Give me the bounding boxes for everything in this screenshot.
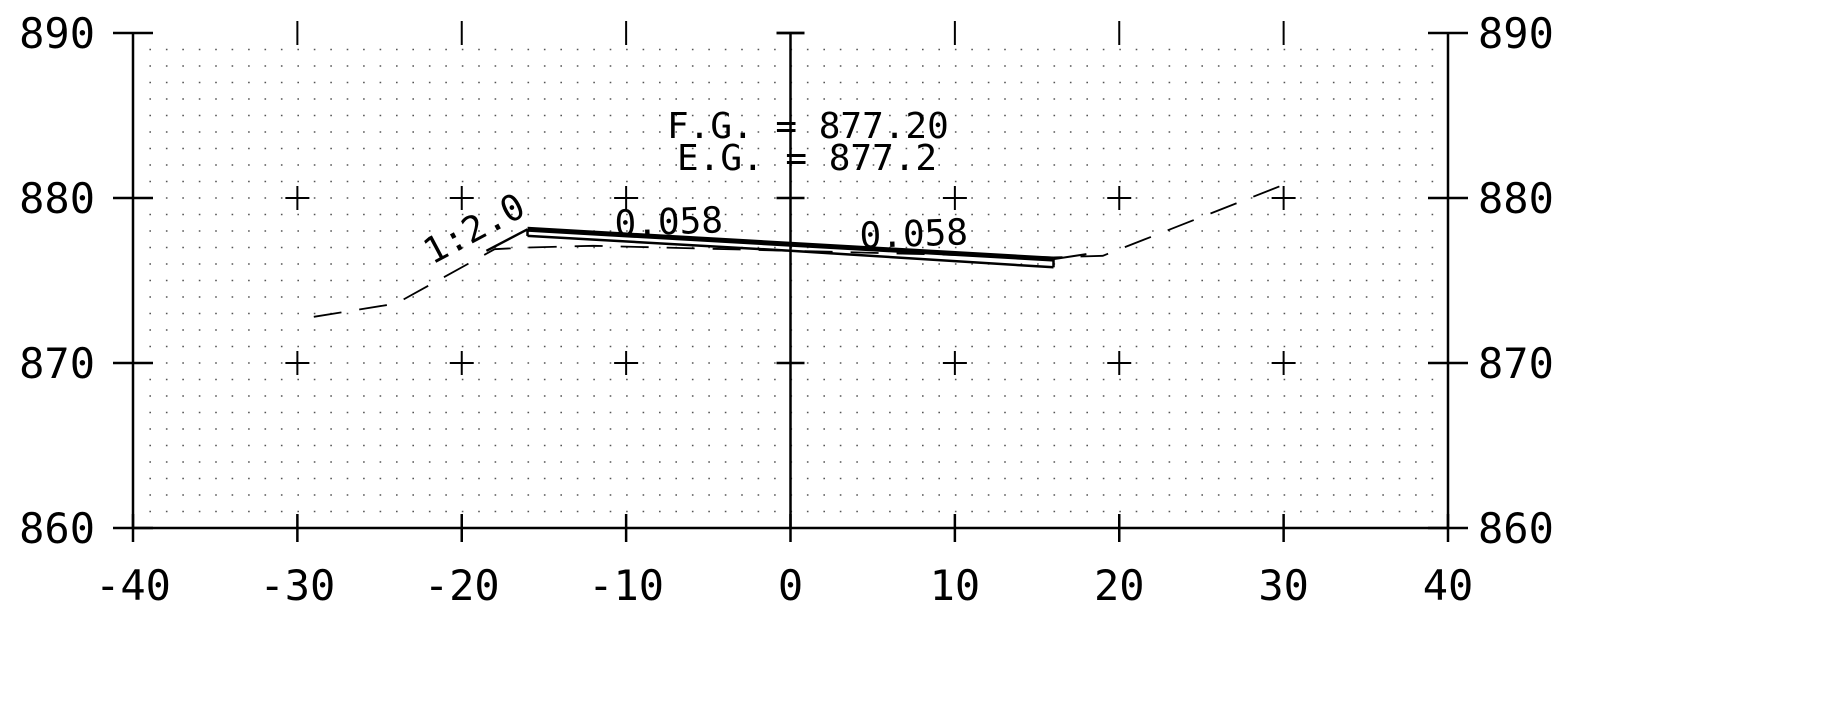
right-side-slope	[1053, 253, 1087, 261]
right-cross-slope-label: 0.058	[859, 212, 969, 257]
x-tick-label: 0	[778, 561, 803, 610]
left-side-slope	[485, 228, 529, 252]
finished-grade-line	[527, 226, 1054, 262]
y-tick-label: 860	[19, 504, 95, 553]
x-tick-label: 40	[1423, 561, 1474, 610]
grid-cross	[285, 351, 310, 375]
y-tick-label: 860	[1478, 504, 1554, 553]
x-tick-label: 20	[1094, 561, 1145, 610]
left-cross-slope-label: 0.058	[614, 200, 724, 245]
grid-cross	[1107, 186, 1132, 210]
existing-grade-label: E.G. = 877.2	[677, 138, 937, 179]
grid-cross	[942, 351, 967, 375]
pavement-section	[485, 226, 1087, 269]
y-tick-label: 890	[1478, 9, 1554, 58]
grid-cross	[614, 186, 639, 210]
grid-dots	[149, 48, 1434, 513]
x-tick-label: -30	[259, 561, 335, 610]
y-tick-label: 870	[19, 339, 95, 388]
x-tick-label: -10	[588, 561, 664, 610]
y-axis-labels-left: 860 870 880 890	[19, 9, 95, 553]
y-axis-labels-right: 860 870 880 890	[1478, 9, 1554, 553]
grid-cross	[285, 186, 310, 210]
existing-ground-line	[313, 183, 1284, 318]
grid-cross	[449, 351, 474, 375]
y-tick-label: 880	[19, 174, 95, 223]
grid-cross	[942, 186, 967, 210]
x-tick-label: -40	[95, 561, 171, 610]
y-tick-label: 890	[19, 9, 95, 58]
axis-ticks	[113, 21, 1468, 542]
y-tick-label: 880	[1478, 174, 1554, 223]
x-tick-label: 10	[930, 561, 981, 610]
x-tick-label: -20	[424, 561, 500, 610]
grid-cross	[1107, 351, 1132, 375]
grid-cross	[1271, 186, 1296, 210]
grid-cross	[1271, 351, 1296, 375]
existing-ground	[313, 183, 1284, 318]
side-slope-label: 1:2.0	[417, 186, 532, 273]
grid-dot-pattern	[149, 48, 1434, 513]
grid-cross	[614, 351, 639, 375]
x-tick-label: 30	[1258, 561, 1309, 610]
subgrade-line	[527, 234, 1054, 269]
grid-crosses	[285, 186, 1296, 375]
finished-grade-label: F.G. = 877.20	[667, 106, 949, 147]
y-tick-label: 870	[1478, 339, 1554, 388]
x-axis-labels: -40 -30 -20 -10 0 10 20 30 40	[95, 561, 1473, 610]
grid-cross	[449, 186, 474, 210]
